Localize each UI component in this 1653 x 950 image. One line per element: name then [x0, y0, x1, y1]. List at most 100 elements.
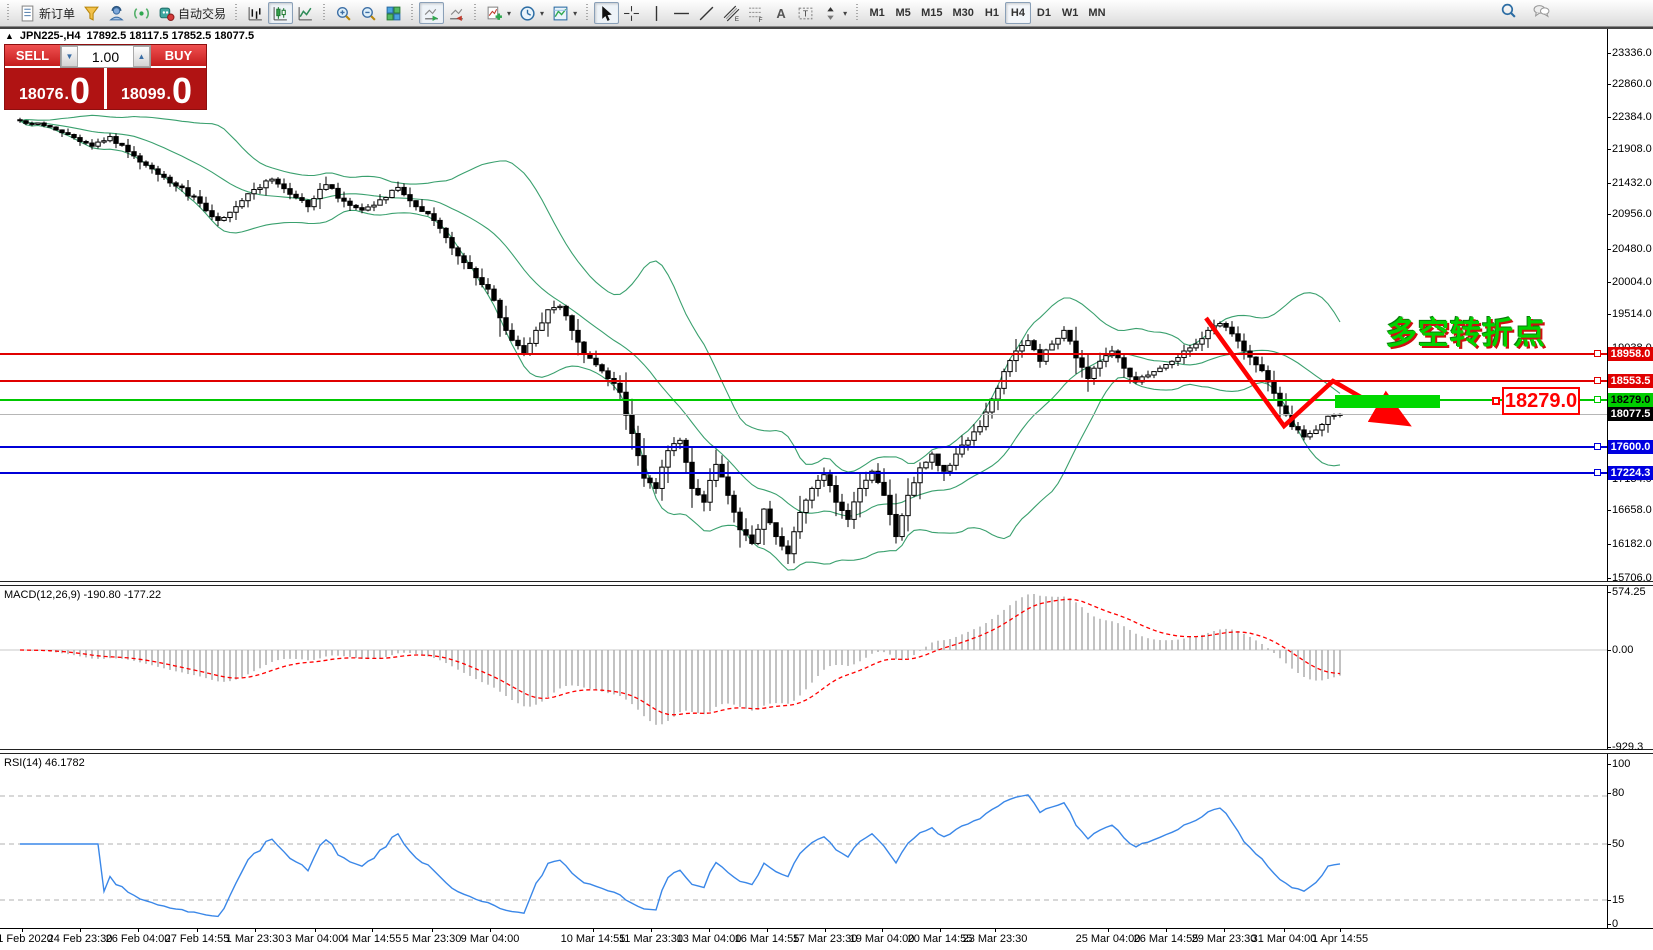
main-chart-canvas[interactable] [0, 28, 1607, 581]
fibonacci-button[interactable]: F [744, 2, 769, 24]
sell-button[interactable]: SELL [5, 45, 60, 68]
line-marker-17224.3[interactable] [1594, 469, 1601, 476]
bar-chart-button[interactable] [243, 2, 268, 24]
tf-w1-button[interactable]: W1 [1061, 7, 1079, 19]
horizontal-line-18958.0[interactable] [0, 353, 1607, 355]
tf-m1-button[interactable]: M1 [869, 7, 885, 19]
macd-pane-canvas[interactable] [0, 586, 1607, 749]
tf-m30-button[interactable]: M30 [952, 7, 974, 19]
toolbar-grip[interactable] [5, 4, 12, 22]
tf-h4-button[interactable]: H4 [1004, 2, 1031, 24]
text-label-button[interactable]: T [793, 2, 818, 24]
toolbar-grip[interactable] [584, 4, 592, 22]
periods-dropdown-icon[interactable]: ▾ [540, 8, 545, 18]
tf-m15-button[interactable]: M15 [921, 7, 943, 19]
line-marker-18279.0[interactable] [1594, 396, 1601, 403]
horizontal-line-18279.0[interactable] [0, 399, 1607, 401]
templates-button[interactable]: ▾ [548, 2, 581, 24]
toolbar-grip[interactable] [233, 4, 241, 22]
vertical-line-button[interactable] [644, 2, 669, 24]
price-callout-box[interactable]: 18279.0 [1502, 387, 1580, 415]
toolbar-grip[interactable] [472, 4, 480, 22]
x-tick-mark [767, 929, 768, 932]
rsi-pane-canvas[interactable] [0, 756, 1607, 928]
new-order-button[interactable]: 新订单 [15, 2, 79, 24]
toolbar-grip[interactable] [409, 4, 417, 22]
chat-icon[interactable] [1533, 2, 1550, 19]
community-button[interactable] [104, 2, 129, 24]
x-tick-label: 1 Apr 14:55 [1311, 933, 1369, 945]
fibonacci-icon: F [749, 7, 763, 22]
price-callout-anchor[interactable] [1492, 397, 1500, 405]
tf-m5-button[interactable]: M5 [895, 7, 911, 19]
y-tick-mark [1607, 183, 1611, 184]
volume-increase-button[interactable]: ▲ [133, 46, 150, 67]
toolbar-grip[interactable] [321, 4, 329, 22]
sell-price[interactable]: 18076 . 0 [5, 68, 104, 109]
candlestick-chart-button[interactable] [268, 2, 294, 24]
candle-up [323, 184, 329, 190]
candle-up [551, 307, 557, 311]
collapse-pane-icon[interactable]: ▲ [5, 31, 14, 41]
cursor-button[interactable] [594, 2, 620, 24]
line-marker-18553.5[interactable] [1594, 377, 1601, 384]
volume-decrease-button[interactable]: ▼ [61, 46, 78, 67]
crosshair-button[interactable] [619, 2, 644, 24]
pane-separator-macd[interactable] [0, 581, 1653, 586]
turning-zone-highlight[interactable] [1335, 395, 1440, 408]
arrows-dropdown-icon[interactable]: ▾ [843, 8, 848, 18]
zoom-in-button[interactable] [331, 2, 356, 24]
indicators-button[interactable]: ▾ [482, 2, 515, 24]
arrows-button[interactable]: ▾ [818, 2, 851, 24]
periods-button[interactable]: ▾ [515, 2, 548, 24]
indicators-dropdown-icon[interactable]: ▾ [507, 8, 512, 18]
candle-down [113, 136, 119, 144]
trend-arrow[interactable] [1204, 316, 1412, 430]
horizontal-line-18077.5[interactable] [0, 413, 1607, 415]
line-marker-17600.0[interactable] [1594, 443, 1601, 450]
candle-down [209, 210, 215, 218]
chart-shift-button[interactable] [444, 2, 469, 24]
trendline-button[interactable] [694, 2, 719, 24]
rsi-axis-label: 80 [1612, 787, 1625, 799]
auto-trading-label: 自动交易 [178, 6, 227, 21]
text-label-icon: T [798, 7, 813, 19]
tf-d1-button[interactable]: D1 [1036, 7, 1051, 19]
annotation-layer [1204, 316, 1412, 430]
horizontal-line-18553.5[interactable] [0, 380, 1607, 382]
search-icon[interactable] [1500, 2, 1517, 19]
signals-button[interactable] [129, 2, 154, 24]
templates-dropdown-icon[interactable]: ▾ [573, 8, 578, 18]
auto-scroll-button[interactable] [419, 2, 445, 24]
x-tick-mark [825, 929, 826, 932]
candle-down [119, 142, 125, 146]
pane-separator-rsi[interactable] [0, 749, 1653, 754]
auto-trading-button[interactable]: 自动交易 [154, 2, 230, 24]
line-marker-18958.0[interactable] [1594, 350, 1601, 357]
horizontal-line-17600.0[interactable] [0, 446, 1607, 448]
market-watch-button[interactable] [79, 2, 104, 24]
turning-point-annotation[interactable]: 多空转折点 [1386, 316, 1546, 351]
macd-axis-label: 574.25 [1612, 586, 1646, 598]
line-chart-button[interactable] [293, 2, 318, 24]
horizontal-line-button[interactable] [669, 2, 694, 24]
horizontal-line-17224.3[interactable] [0, 472, 1607, 474]
zoom-out-button[interactable] [356, 2, 381, 24]
text-button[interactable]: A [769, 2, 793, 24]
channel-button[interactable]: E [719, 2, 744, 24]
candle-up [821, 474, 827, 481]
tf-h1-button[interactable]: H1 [984, 7, 999, 19]
tile-windows-button[interactable] [381, 2, 406, 24]
buy-price[interactable]: 18099 . 0 [107, 68, 206, 109]
buy-button[interactable]: BUY [151, 45, 206, 68]
tf-mn-button[interactable]: MN [1088, 7, 1106, 19]
candle-up [677, 439, 683, 445]
x-tick-label: 1 Mar 23:30 [225, 933, 285, 945]
trade-panel-divider [104, 68, 107, 109]
toolbar-grip[interactable] [854, 4, 862, 22]
candle-down [1283, 405, 1289, 416]
candle-up [1199, 338, 1205, 345]
candle-down [419, 206, 425, 212]
volume-value[interactable]: 1.00 [78, 46, 133, 67]
candle-up [665, 450, 671, 468]
